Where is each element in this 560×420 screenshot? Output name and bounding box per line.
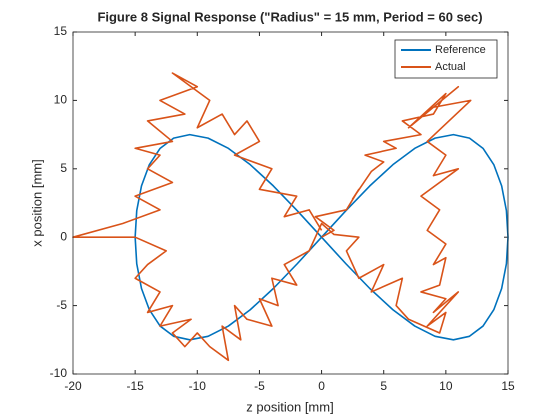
data-line [72, 72, 472, 362]
y-tick-label: 10 [54, 93, 68, 107]
y-tick-label: 0 [60, 229, 67, 243]
x-tick-label: 10 [439, 379, 453, 393]
x-tick-label: 0 [318, 379, 325, 393]
x-tick-label: -20 [64, 379, 82, 393]
y-tick-label: 5 [60, 161, 67, 175]
x-tick-label: 15 [501, 379, 515, 393]
x-tick-label: -15 [126, 379, 144, 393]
chart-title: Figure 8 Signal Response ("Radius" = 15 … [97, 9, 482, 24]
y-tick-label: 15 [54, 24, 68, 38]
plot-frame [72, 31, 509, 375]
y-tick-label: -5 [56, 298, 67, 312]
x-tick-label: -5 [254, 379, 265, 393]
x-tick-label: -10 [189, 379, 207, 393]
x-axis-label: z position [mm] [246, 399, 333, 414]
legend-label: Reference [435, 44, 486, 56]
legend-label: Actual [435, 61, 466, 73]
y-tick-label: -10 [50, 366, 68, 380]
y-axis-label: x position [mm] [29, 159, 44, 246]
legend-box [394, 39, 498, 79]
x-tick-label: 5 [380, 379, 387, 393]
